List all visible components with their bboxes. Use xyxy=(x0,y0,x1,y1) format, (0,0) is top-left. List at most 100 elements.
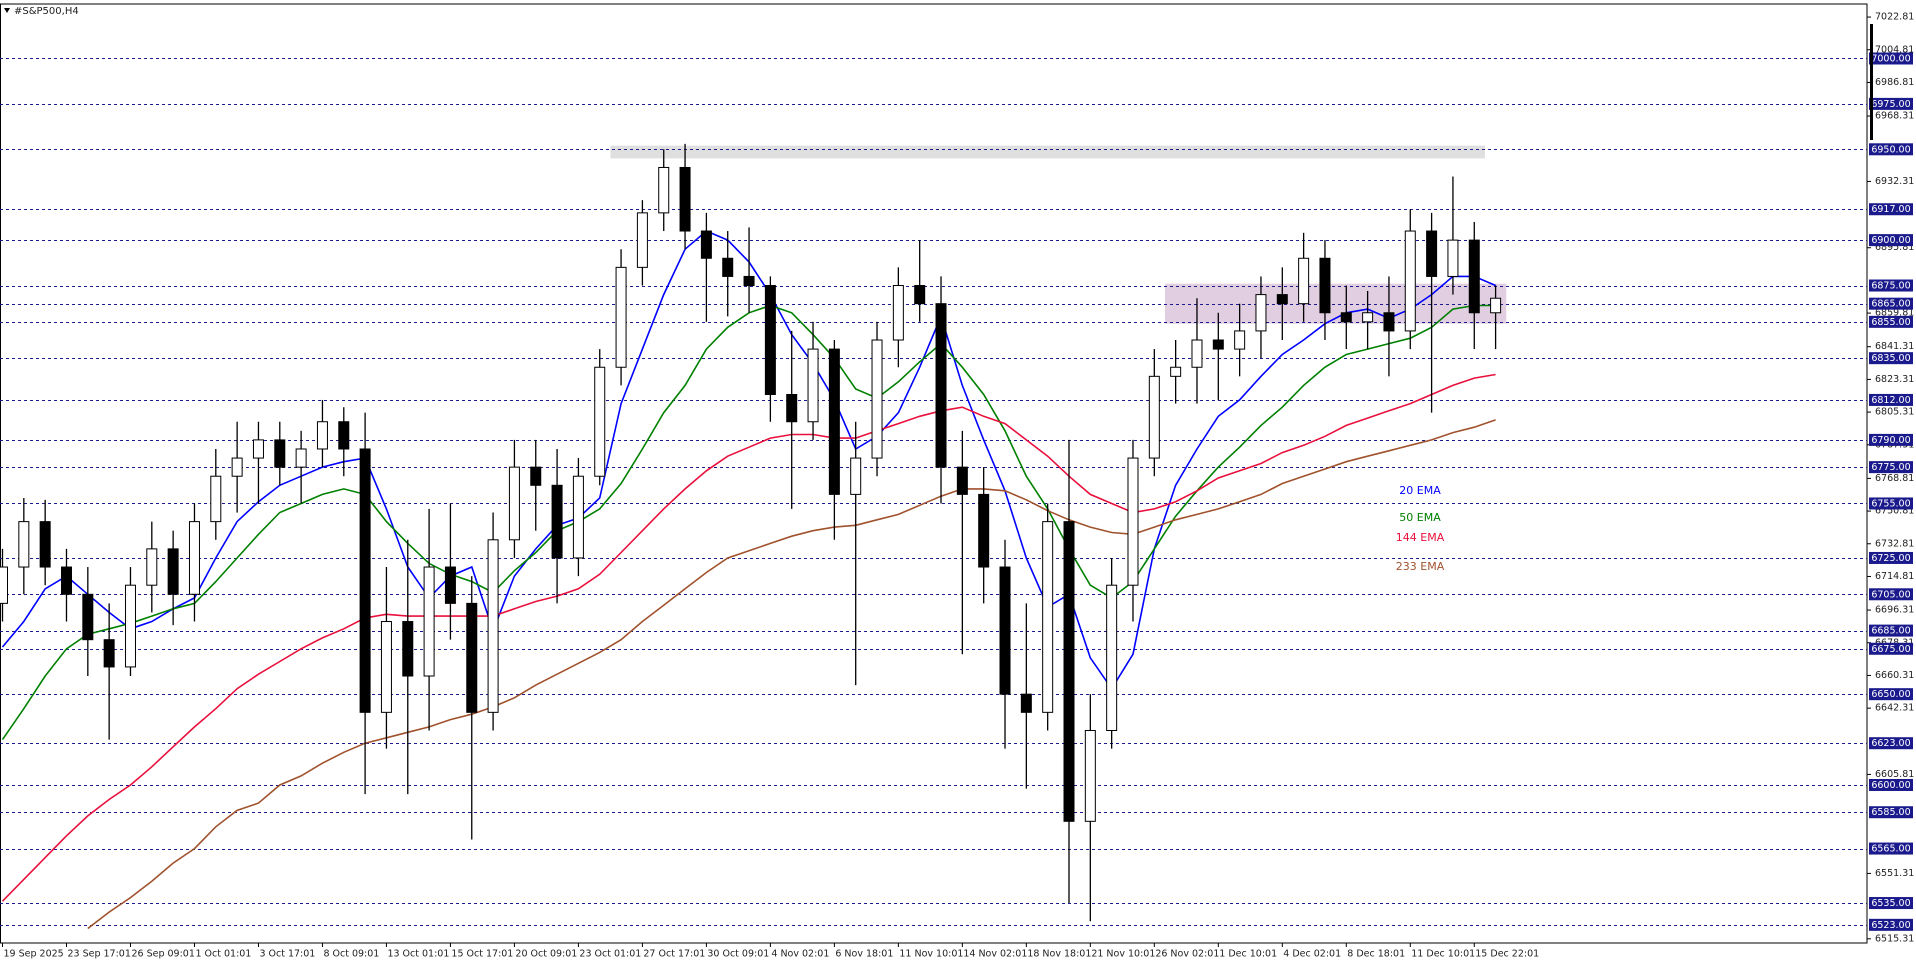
level-label-box xyxy=(1869,737,1913,750)
x-tick-label: 18 Nov 18:01 xyxy=(1027,949,1091,960)
y-tick-label: 6859.81 xyxy=(1875,308,1914,319)
zone xyxy=(1164,283,1507,324)
candle-body xyxy=(274,439,286,468)
level-label-box xyxy=(1869,806,1913,819)
candle-body xyxy=(487,539,499,713)
level-label: 6650.00 xyxy=(1871,689,1910,700)
x-tick-label: 1 Dec 10:01 xyxy=(1219,949,1277,960)
candle-body xyxy=(978,493,990,568)
x-tick-label: 30 Oct 09:01 xyxy=(707,949,769,960)
level-label-box xyxy=(1869,97,1913,110)
candle-body xyxy=(1106,584,1118,731)
level-label-box xyxy=(1869,688,1913,701)
ema-line xyxy=(1,304,1496,741)
candle-body xyxy=(210,475,222,523)
x-tick-label: 3 Oct 17:01 xyxy=(259,949,315,960)
level-label-box xyxy=(1869,52,1913,65)
y-tick-label: 6696.31 xyxy=(1875,605,1914,616)
candle-body xyxy=(764,285,776,395)
plot-frame xyxy=(0,3,1868,944)
y-tick-label: 6732.81 xyxy=(1875,538,1914,549)
x-tick-label: 11 Nov 10:01 xyxy=(899,949,963,960)
y-tick-label: 6895.81 xyxy=(1875,242,1914,253)
candle-body xyxy=(1319,257,1331,314)
candle-body xyxy=(1170,366,1182,377)
candle-body xyxy=(380,621,392,713)
level-label: 6917.00 xyxy=(1871,204,1910,215)
y-tick-label: 6714.81 xyxy=(1875,571,1914,582)
x-tick-label: 4 Nov 02:01 xyxy=(771,949,829,960)
level-label: 6855.00 xyxy=(1871,317,1910,328)
zone xyxy=(610,145,1485,159)
candle-body xyxy=(743,275,755,287)
candle-body xyxy=(892,285,904,341)
candle-body xyxy=(1234,330,1246,350)
candle-body xyxy=(1468,239,1480,314)
y-tick-label: 6986.81 xyxy=(1875,77,1914,88)
level-label: 6685.00 xyxy=(1871,626,1910,637)
candle-body xyxy=(828,348,840,495)
level-label-box xyxy=(1869,918,1913,931)
x-tick-label: 23 Oct 01:01 xyxy=(579,949,641,960)
candle-body xyxy=(1255,294,1267,332)
level-label-box xyxy=(1869,897,1913,910)
candle-body xyxy=(850,457,862,495)
y-tick-label: 7022.81 xyxy=(1875,12,1914,23)
ema-line xyxy=(87,419,1496,930)
candle-body xyxy=(807,348,819,423)
candle-body xyxy=(252,439,264,459)
candle-body xyxy=(124,584,136,668)
symbol-menu-icon[interactable] xyxy=(4,8,10,13)
level-label-box xyxy=(1869,234,1913,247)
candle-body xyxy=(1127,457,1139,586)
x-tick-label: 26 Nov 02:01 xyxy=(1155,949,1219,960)
level-label-box xyxy=(1869,842,1913,855)
level-label: 6600.00 xyxy=(1871,780,1910,791)
candle-body xyxy=(1404,230,1416,332)
level-label-box xyxy=(1869,588,1913,601)
level-label: 6675.00 xyxy=(1871,644,1910,655)
level-label: 6900.00 xyxy=(1871,235,1910,246)
y-tick-label: 6642.31 xyxy=(1875,703,1914,714)
candle-body xyxy=(1191,339,1203,368)
candle-body xyxy=(1340,312,1352,323)
candle-body xyxy=(615,266,627,368)
candle-body xyxy=(231,457,243,477)
candle-body xyxy=(295,448,307,468)
level-label-box xyxy=(1869,497,1913,510)
candles xyxy=(0,143,1502,922)
chart-title: #S&P500,H4 xyxy=(14,6,79,17)
level-label: 6755.00 xyxy=(1871,498,1910,509)
ema-line xyxy=(1,373,1496,902)
level-label-box xyxy=(1869,352,1913,365)
x-tick-label: 8 Dec 18:01 xyxy=(1347,949,1405,960)
level-label-box xyxy=(1869,143,1913,156)
level-label: 6835.00 xyxy=(1871,353,1910,364)
candle-body xyxy=(402,621,414,677)
level-label-box xyxy=(1869,642,1913,655)
candle-body xyxy=(1148,375,1160,459)
candle-body xyxy=(316,421,328,450)
axis: 7022.81 7004.81 6986.81 6968.31 6932.31 6895.… xyxy=(2,12,1914,960)
x-tick-label: 21 Nov 10:01 xyxy=(1091,949,1155,960)
level-label: 6623.00 xyxy=(1871,738,1910,749)
candle-body xyxy=(188,521,200,595)
x-tick-label: 26 Sep 09:01 xyxy=(131,949,194,960)
y-tick-label: 7004.81 xyxy=(1875,44,1914,55)
legend-entry: 144 EMA xyxy=(1396,531,1445,544)
legend-entry: 233 EMA xyxy=(1396,560,1445,573)
candle-body xyxy=(658,166,670,214)
y-tick-label: 6823.31 xyxy=(1875,374,1914,385)
candle-body xyxy=(0,566,8,604)
x-tick-label: 6 Nov 18:01 xyxy=(835,949,893,960)
candle-body xyxy=(103,639,115,668)
candle-body xyxy=(60,566,72,595)
x-tick-label: 15 Oct 17:01 xyxy=(451,949,513,960)
candle-body xyxy=(1042,521,1054,713)
candle-body xyxy=(551,484,563,559)
candle-body xyxy=(679,166,691,232)
zones xyxy=(610,145,1507,324)
candle-body xyxy=(530,466,542,486)
